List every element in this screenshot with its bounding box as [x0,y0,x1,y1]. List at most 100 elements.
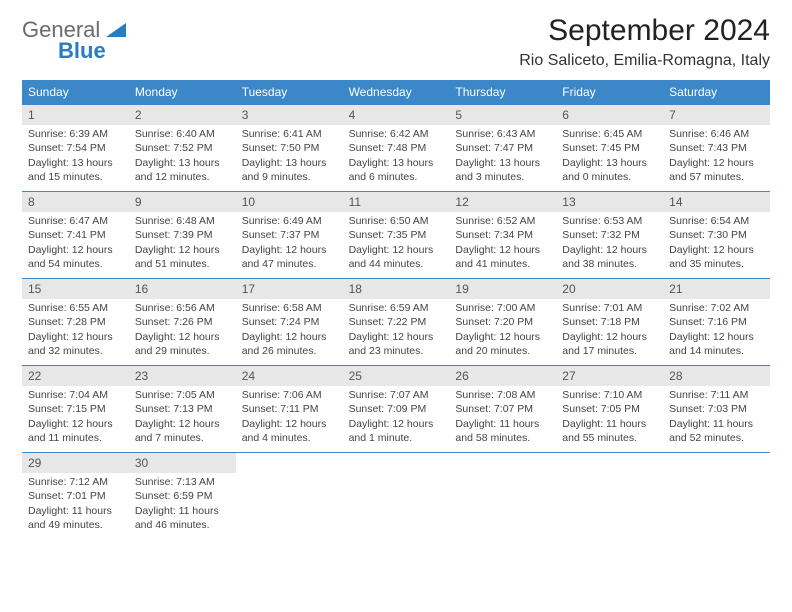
day-line-ss: Sunset: 7:01 PM [28,489,123,503]
day-number: 25 [343,366,450,386]
logo-line2: Blue [22,38,106,63]
day-body: Sunrise: 6:58 AMSunset: 7:24 PMDaylight:… [236,299,343,364]
day-number: 18 [343,279,450,299]
weekday-header: Friday [556,80,663,104]
day-line-ss: Sunset: 7:35 PM [349,228,444,242]
day-number: 20 [556,279,663,299]
day-cell [343,453,450,539]
day-line-d1: Daylight: 12 hours [28,330,123,344]
day-cell: 6Sunrise: 6:45 AMSunset: 7:45 PMDaylight… [556,105,663,191]
day-line-d1: Daylight: 11 hours [455,417,550,431]
day-cell: 10Sunrise: 6:49 AMSunset: 7:37 PMDayligh… [236,192,343,278]
calendar: SundayMondayTuesdayWednesdayThursdayFrid… [22,80,770,539]
day-cell: 26Sunrise: 7:08 AMSunset: 7:07 PMDayligh… [449,366,556,452]
location: Rio Saliceto, Emilia-Romagna, Italy [519,52,770,70]
day-line-sr: Sunrise: 7:01 AM [562,301,657,315]
header: General Blue September 2024 Rio Saliceto… [22,14,770,70]
day-cell: 9Sunrise: 6:48 AMSunset: 7:39 PMDaylight… [129,192,236,278]
day-line-ss: Sunset: 7:34 PM [455,228,550,242]
day-line-sr: Sunrise: 7:13 AM [135,475,230,489]
day-line-ss: Sunset: 7:05 PM [562,402,657,416]
day-cell: 15Sunrise: 6:55 AMSunset: 7:28 PMDayligh… [22,279,129,365]
day-cell: 7Sunrise: 6:46 AMSunset: 7:43 PMDaylight… [663,105,770,191]
day-number: 27 [556,366,663,386]
day-body: Sunrise: 7:04 AMSunset: 7:15 PMDaylight:… [22,386,129,451]
day-line-d2: and 6 minutes. [349,170,444,184]
day-cell: 3Sunrise: 6:41 AMSunset: 7:50 PMDaylight… [236,105,343,191]
day-number: 8 [22,192,129,212]
day-line-d2: and 7 minutes. [135,431,230,445]
day-line-ss: Sunset: 7:47 PM [455,141,550,155]
day-cell: 19Sunrise: 7:00 AMSunset: 7:20 PMDayligh… [449,279,556,365]
day-line-sr: Sunrise: 7:04 AM [28,388,123,402]
day-line-sr: Sunrise: 7:06 AM [242,388,337,402]
title-block: September 2024 Rio Saliceto, Emilia-Roma… [519,14,770,70]
day-number: 7 [663,105,770,125]
day-line-d1: Daylight: 12 hours [242,243,337,257]
day-line-d1: Daylight: 12 hours [669,330,764,344]
day-line-sr: Sunrise: 6:43 AM [455,127,550,141]
day-line-d2: and 44 minutes. [349,257,444,271]
weekday-header: Sunday [22,80,129,104]
week-row: 1Sunrise: 6:39 AMSunset: 7:54 PMDaylight… [22,104,770,191]
day-line-sr: Sunrise: 7:11 AM [669,388,764,402]
day-line-d2: and 3 minutes. [455,170,550,184]
day-line-d1: Daylight: 13 hours [28,156,123,170]
week-row: 22Sunrise: 7:04 AMSunset: 7:15 PMDayligh… [22,365,770,452]
day-line-d1: Daylight: 12 hours [669,243,764,257]
day-number: 29 [22,453,129,473]
day-cell: 23Sunrise: 7:05 AMSunset: 7:13 PMDayligh… [129,366,236,452]
day-line-d2: and 49 minutes. [28,518,123,532]
day-cell: 8Sunrise: 6:47 AMSunset: 7:41 PMDaylight… [22,192,129,278]
day-line-ss: Sunset: 7:41 PM [28,228,123,242]
day-line-ss: Sunset: 7:37 PM [242,228,337,242]
day-line-d1: Daylight: 13 hours [562,156,657,170]
logo: General Blue [22,20,126,62]
day-line-d1: Daylight: 13 hours [455,156,550,170]
day-line-d2: and 0 minutes. [562,170,657,184]
day-line-d2: and 11 minutes. [28,431,123,445]
day-line-d2: and 58 minutes. [455,431,550,445]
day-line-d1: Daylight: 12 hours [135,243,230,257]
day-line-sr: Sunrise: 7:07 AM [349,388,444,402]
day-cell: 30Sunrise: 7:13 AMSunset: 6:59 PMDayligh… [129,453,236,539]
day-line-d1: Daylight: 11 hours [669,417,764,431]
day-cell: 4Sunrise: 6:42 AMSunset: 7:48 PMDaylight… [343,105,450,191]
day-line-d2: and 29 minutes. [135,344,230,358]
day-line-d2: and 38 minutes. [562,257,657,271]
day-body: Sunrise: 7:00 AMSunset: 7:20 PMDaylight:… [449,299,556,364]
day-line-sr: Sunrise: 6:55 AM [28,301,123,315]
day-cell: 21Sunrise: 7:02 AMSunset: 7:16 PMDayligh… [663,279,770,365]
day-line-d1: Daylight: 11 hours [135,504,230,518]
day-body: Sunrise: 7:06 AMSunset: 7:11 PMDaylight:… [236,386,343,451]
day-body: Sunrise: 6:42 AMSunset: 7:48 PMDaylight:… [343,125,450,190]
day-body: Sunrise: 6:54 AMSunset: 7:30 PMDaylight:… [663,212,770,277]
day-body: Sunrise: 6:59 AMSunset: 7:22 PMDaylight:… [343,299,450,364]
day-body: Sunrise: 6:40 AMSunset: 7:52 PMDaylight:… [129,125,236,190]
day-cell: 17Sunrise: 6:58 AMSunset: 7:24 PMDayligh… [236,279,343,365]
day-line-d1: Daylight: 13 hours [349,156,444,170]
day-body: Sunrise: 7:05 AMSunset: 7:13 PMDaylight:… [129,386,236,451]
day-line-sr: Sunrise: 6:45 AM [562,127,657,141]
day-line-ss: Sunset: 6:59 PM [135,489,230,503]
weekday-row: SundayMondayTuesdayWednesdayThursdayFrid… [22,80,770,104]
day-number: 22 [22,366,129,386]
day-body: Sunrise: 6:45 AMSunset: 7:45 PMDaylight:… [556,125,663,190]
day-line-d2: and 57 minutes. [669,170,764,184]
day-body: Sunrise: 7:12 AMSunset: 7:01 PMDaylight:… [22,473,129,538]
day-line-sr: Sunrise: 7:02 AM [669,301,764,315]
day-line-d1: Daylight: 12 hours [562,243,657,257]
day-line-sr: Sunrise: 7:00 AM [455,301,550,315]
day-body: Sunrise: 7:13 AMSunset: 6:59 PMDaylight:… [129,473,236,538]
day-line-sr: Sunrise: 6:54 AM [669,214,764,228]
day-line-d2: and 41 minutes. [455,257,550,271]
day-line-ss: Sunset: 7:39 PM [135,228,230,242]
day-line-ss: Sunset: 7:03 PM [669,402,764,416]
day-cell [449,453,556,539]
day-line-d2: and 14 minutes. [669,344,764,358]
day-body: Sunrise: 7:07 AMSunset: 7:09 PMDaylight:… [343,386,450,451]
day-line-d1: Daylight: 12 hours [135,417,230,431]
day-line-d2: and 9 minutes. [242,170,337,184]
day-line-sr: Sunrise: 7:08 AM [455,388,550,402]
weekday-header: Monday [129,80,236,104]
